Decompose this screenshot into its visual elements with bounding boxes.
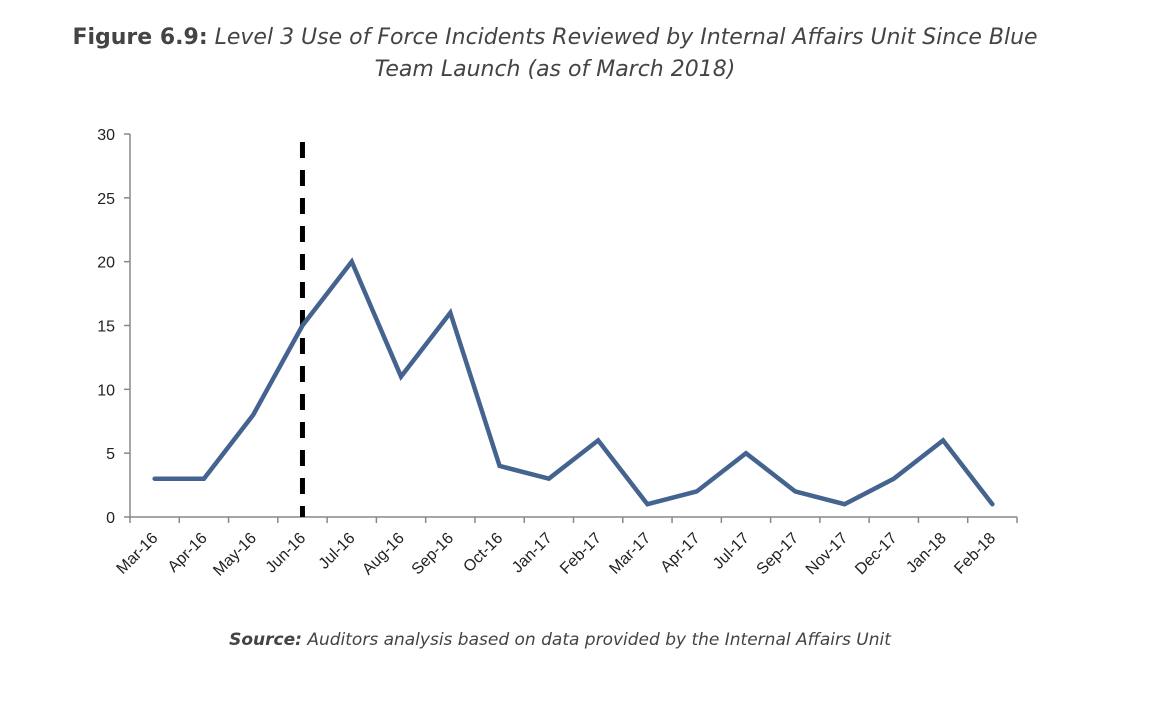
x-tick-label: Oct-16 xyxy=(460,530,506,576)
x-tick-label: May-16 xyxy=(210,530,260,580)
figure-title-line2: Team Launch (as of March 2018) xyxy=(374,57,736,82)
y-tick-label: 10 xyxy=(97,382,115,399)
y-tick-label: 30 xyxy=(97,127,115,144)
x-tick-label: Jan-18 xyxy=(903,530,950,577)
x-tick-label: Mar-16 xyxy=(114,530,162,578)
x-tick-label: Jul-17 xyxy=(710,530,753,573)
source-label: Source: xyxy=(229,630,302,650)
y-tick-label: 0 xyxy=(106,510,115,527)
x-tick-label: Sep-17 xyxy=(754,530,803,579)
x-tick-label: Dec-17 xyxy=(852,530,901,579)
y-tick-label: 20 xyxy=(97,255,115,272)
x-tick-label: Sep-16 xyxy=(409,530,458,579)
figure-number: Figure 6.9: xyxy=(72,25,208,50)
x-tick-label: Feb-17 xyxy=(557,530,605,578)
x-tick-label: Jul-16 xyxy=(316,530,359,573)
axes xyxy=(124,133,1018,523)
x-tick-labels: Mar-16 Apr-16 May-16 Jun-16 Jul-16 Aug-16 Sep-… xyxy=(114,530,1000,580)
series-line xyxy=(152,257,995,507)
series xyxy=(152,257,995,507)
x-tick-label: Jun-16 xyxy=(263,530,310,577)
y-tick-label: 15 xyxy=(97,319,115,336)
y-tick-label: 5 xyxy=(106,446,115,463)
x-tick-label: Feb-18 xyxy=(951,530,999,578)
source-text: Auditors analysis based on data provided… xyxy=(301,630,891,650)
figure-title: Figure 6.9: Level 3 Use of Force Inciden… xyxy=(40,22,1070,86)
x-tick-label: Apr-16 xyxy=(165,530,211,576)
y-tick-labels: 0 5 10 15 20 25 30 xyxy=(97,127,115,527)
x-tick-label: Aug-16 xyxy=(359,530,408,579)
source-note: Source: Auditors analysis based on data … xyxy=(0,630,1120,650)
x-tick-label: Apr-17 xyxy=(658,530,704,576)
y-tick-label: 25 xyxy=(97,191,115,208)
x-tick-label: Mar-17 xyxy=(606,530,654,578)
x-tick-label: Jan-17 xyxy=(509,530,556,577)
x-tick-label: Nov-17 xyxy=(803,530,852,579)
figure-title-line1: Level 3 Use of Force Incidents Reviewed … xyxy=(207,25,1038,50)
